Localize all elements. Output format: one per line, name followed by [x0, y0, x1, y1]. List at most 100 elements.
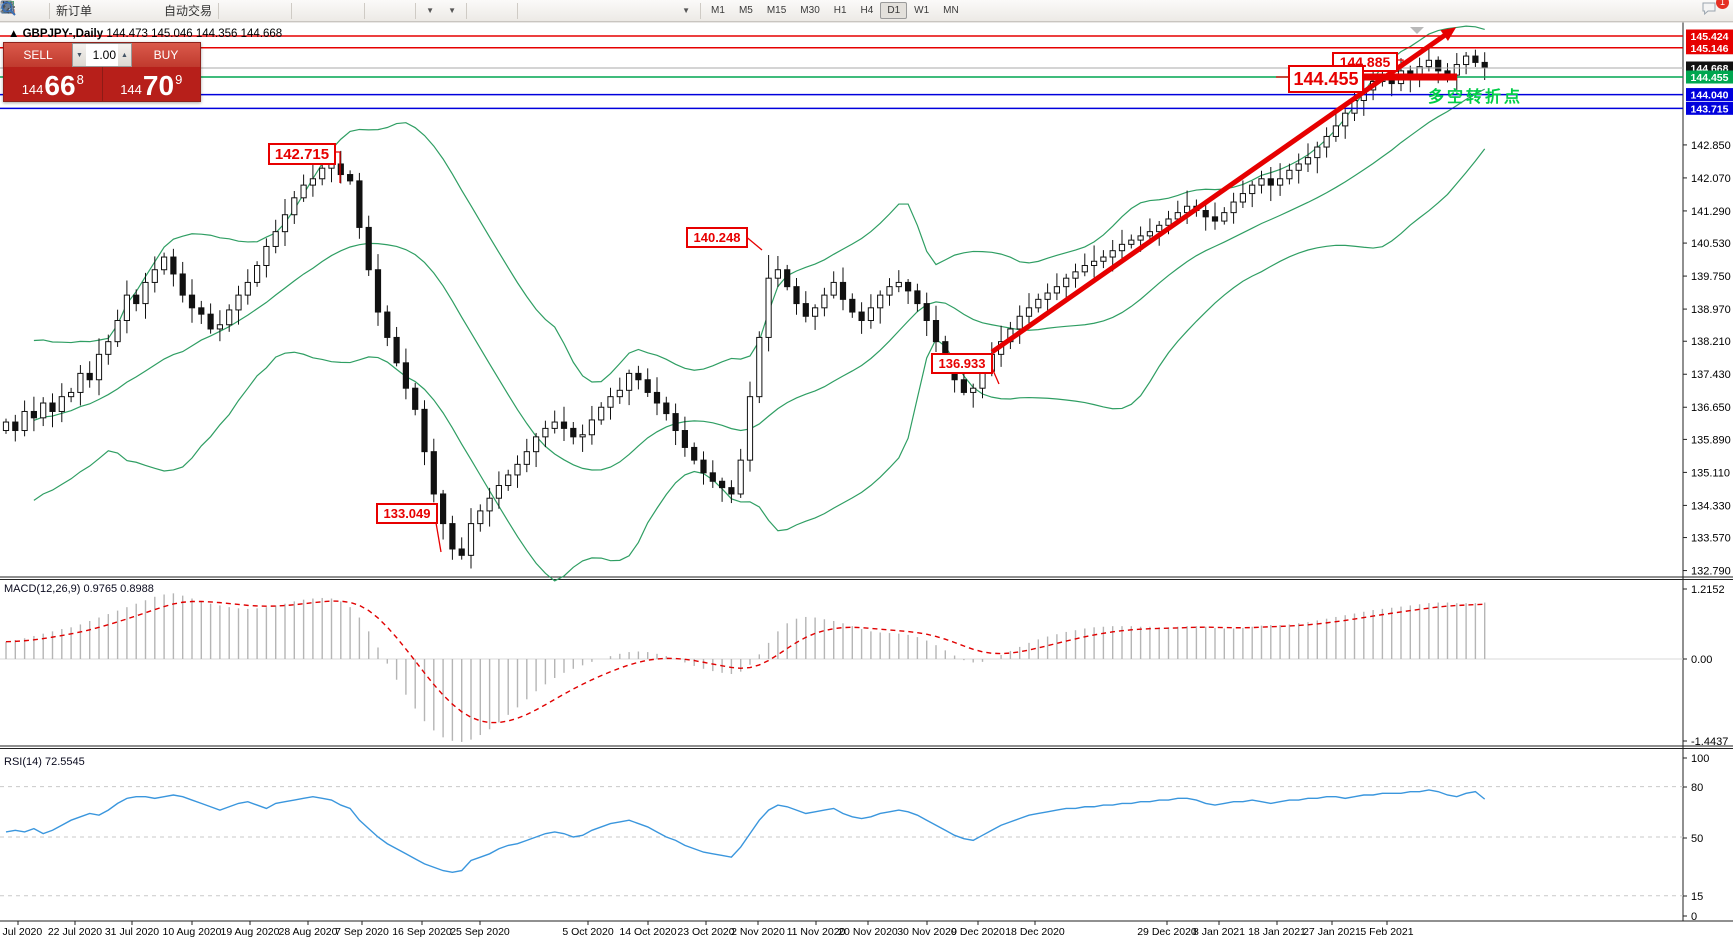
svg-text:18 Dec 2020: 18 Dec 2020 [1005, 926, 1065, 938]
symbol-marker: ▲ [8, 28, 20, 40]
toolbar-separator [517, 2, 519, 19]
notification-badge: 1 [1716, 0, 1729, 9]
svg-text:134.330: 134.330 [1691, 500, 1731, 512]
toolbar-separator [700, 2, 702, 19]
volume-input[interactable] [86, 44, 118, 66]
price-annotation-label[interactable]: 136.933 [931, 353, 993, 374]
svg-text:144.040: 144.040 [1691, 90, 1729, 102]
timeframe-d1[interactable]: D1 [880, 2, 908, 19]
svg-text:133.570: 133.570 [1691, 533, 1731, 545]
level-lines: 145.424145.146144.668144.455144.040143.7… [0, 29, 1733, 115]
line-chart-icon[interactable] [0, 1, 288, 21]
one-click-trading-panel: SELL ▼ ▲ BUY 144 66 8 144 70 9 [3, 42, 201, 102]
svg-text:5 Oct 2020: 5 Oct 2020 [562, 926, 614, 938]
turning-point-annotation[interactable]: 多空转折点 [1428, 89, 1524, 106]
zoom-in-icon[interactable] [1, 1, 317, 21]
timeframe-m1[interactable]: M1 [711, 5, 725, 16]
text-label-tool[interactable]: T [0, 1, 675, 21]
new-order-label: 新订单 [56, 4, 93, 18]
timeframe-toolbar: M1 M5 M15 M30 H1 H4 D1 W1 MN [704, 2, 966, 19]
rsi-pane: 100 80 50 15 0 [0, 753, 1709, 923]
buy-button[interactable]: BUY [132, 43, 200, 67]
volume-increment-button[interactable]: ▲ [118, 44, 131, 66]
signals-icon[interactable] [1, 1, 161, 21]
cursor-tool[interactable] [3, 1, 492, 21]
svg-text:135.110: 135.110 [1691, 467, 1730, 479]
expert-advisor-icon[interactable] [1, 1, 139, 21]
svg-text:8 Jan 2021: 8 Jan 2021 [1193, 926, 1245, 938]
macd-pane: 1.2152 0.00 -1.4437 [0, 584, 1728, 748]
zoom-out-icon[interactable] [1, 1, 339, 21]
svg-text:0.00: 0.00 [1691, 654, 1712, 666]
svg-text:18 Jan 2021: 18 Jan 2021 [1248, 926, 1306, 938]
rsi-label: RSI(14) 72.5545 [4, 756, 85, 768]
svg-text:15: 15 [1691, 891, 1703, 903]
toolbar-separator [364, 2, 366, 19]
toolbar-separator [49, 2, 50, 19]
svg-text:23 Oct 2020: 23 Oct 2020 [677, 926, 734, 938]
timeframe-m5[interactable]: M5 [738, 5, 753, 16]
timeframe-m15[interactable]: M15 [766, 5, 787, 16]
svg-text:30 Nov 2020: 30 Nov 2020 [897, 926, 957, 938]
timeframe-h4[interactable]: H4 [860, 5, 874, 16]
new-order-button[interactable]: 新订单 [1, 0, 95, 21]
crosshair-tool[interactable] [1, 1, 514, 21]
buy-price[interactable]: 144 70 9 [103, 67, 201, 101]
volume-decrement-button[interactable]: ▼ [73, 44, 86, 66]
timeframe-m30[interactable]: M30 [800, 5, 820, 16]
bar-chart-icon[interactable] [1, 1, 244, 21]
autotrading-label: 自动交易 [164, 4, 213, 18]
vertical-line-tool[interactable] [5, 1, 543, 21]
sell-price[interactable]: 144 66 8 [4, 67, 102, 101]
new-chart-dropdown[interactable]: ▼ [0, 1, 441, 21]
price-annotation-label[interactable]: 142.715 [268, 143, 336, 165]
market-depth-icon[interactable] [1, 1, 117, 21]
timeframe-h1[interactable]: H1 [833, 5, 847, 16]
rsi-line [5, 789, 1486, 873]
arrows-tool-dropdown[interactable]: ▼ [2, 1, 697, 21]
bollinger-upper [33, 25, 1485, 383]
macd-signal-line [5, 600, 1485, 724]
toolbar-separator [218, 2, 220, 19]
search-icon[interactable] [1, 1, 1701, 21]
toolbar-separator [291, 2, 293, 19]
svg-text:11 Nov 2020: 11 Nov 2020 [787, 926, 846, 938]
autotrading-button[interactable]: 自动交易 [0, 1, 215, 21]
channel-tool[interactable]: E [0, 1, 609, 21]
candle-chart-icon[interactable] [2, 1, 266, 21]
svg-text:135.890: 135.890 [1691, 434, 1731, 446]
price-annotation-label[interactable]: 133.049 [376, 503, 438, 524]
trendline-tool[interactable] [1, 1, 587, 21]
svg-text:140.530: 140.530 [1691, 238, 1731, 250]
timeframe-w1[interactable]: W1 [914, 5, 930, 16]
svg-text:10 Aug 2020: 10 Aug 2020 [163, 926, 222, 938]
timeframe-mn[interactable]: MN [943, 5, 959, 16]
price-annotation-label[interactable]: 144.455 [1288, 65, 1364, 93]
svg-text:16 Sep 2020: 16 Sep 2020 [392, 926, 452, 938]
profiles-window-icon[interactable] [0, 1, 46, 21]
svg-text:137.430: 137.430 [1691, 369, 1731, 381]
fibonacci-tool[interactable]: F [1, 1, 631, 21]
chart-shift-marker [1410, 27, 1424, 34]
horizontal-line-tool[interactable] [1, 1, 565, 21]
svg-text:-1.4437: -1.4437 [1691, 736, 1728, 748]
sell-button[interactable]: SELL [4, 43, 72, 67]
svg-text:142.070: 142.070 [1691, 173, 1731, 185]
svg-text:2 Nov 2020: 2 Nov 2020 [731, 926, 785, 938]
auto-scroll-icon[interactable] [2, 1, 390, 21]
svg-text:14 Oct 2020: 14 Oct 2020 [619, 926, 676, 938]
chat-icon[interactable]: 1 [1701, 0, 1729, 21]
buy-price-sup: 9 [175, 72, 183, 87]
svg-text:25 Sep 2020: 25 Sep 2020 [450, 926, 510, 938]
text-tool[interactable]: A [2, 1, 653, 21]
chart-shift-icon[interactable] [2, 1, 412, 21]
price-annotation-label[interactable]: 140.248 [686, 227, 748, 248]
svg-text:29 Dec 2020: 29 Dec 2020 [1137, 926, 1197, 938]
svg-text:3 Jul 2020: 3 Jul 2020 [0, 926, 42, 938]
profiles-dropdown[interactable]: ▼ [0, 1, 463, 21]
tile-windows-icon[interactable] [1, 1, 361, 21]
trend-arrow-line[interactable] [990, 30, 1450, 355]
svg-text:1.2152: 1.2152 [1691, 584, 1725, 596]
